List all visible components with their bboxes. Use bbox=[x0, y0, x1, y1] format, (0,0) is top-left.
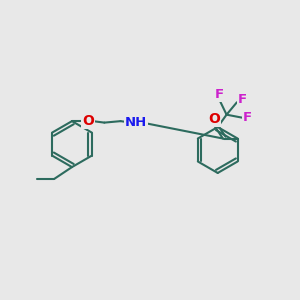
Text: NH: NH bbox=[125, 116, 147, 129]
Text: F: F bbox=[214, 88, 224, 100]
Text: O: O bbox=[82, 114, 94, 128]
Text: F: F bbox=[243, 111, 252, 124]
Text: O: O bbox=[208, 112, 220, 126]
Text: F: F bbox=[238, 93, 247, 106]
